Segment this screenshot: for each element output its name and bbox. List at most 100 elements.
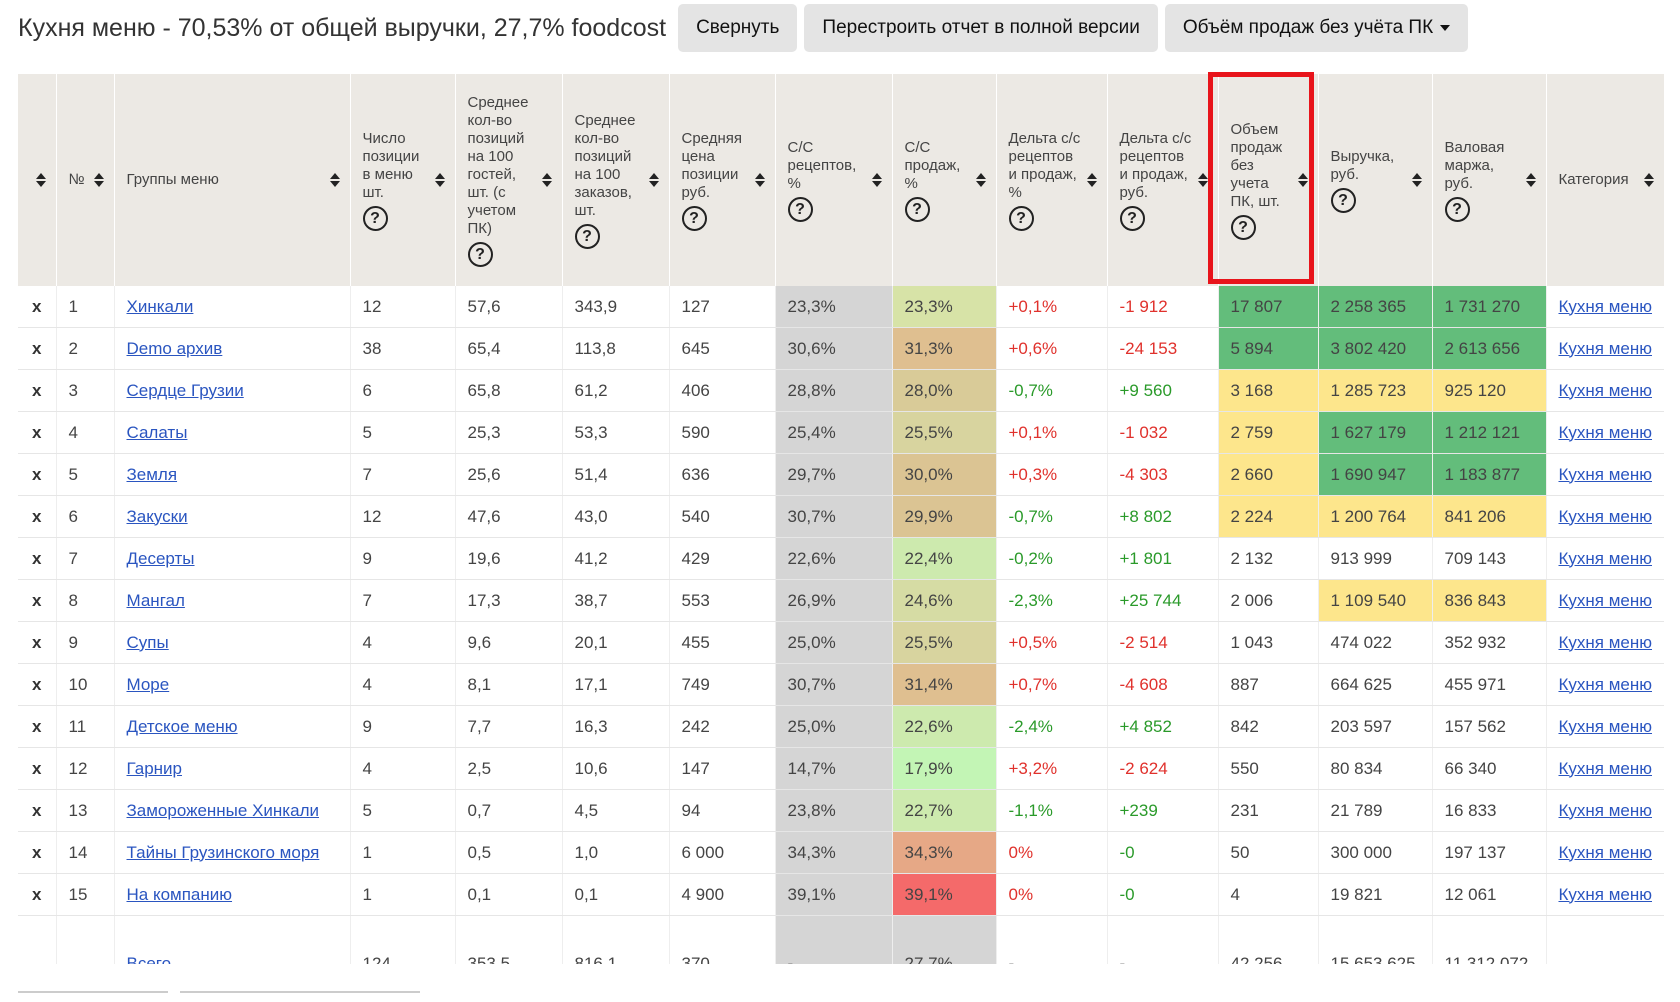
column-header-7[interactable]: С/С рецептов, %? bbox=[775, 74, 893, 286]
remove-row-button[interactable]: x bbox=[18, 327, 57, 370]
sort-icon[interactable] bbox=[329, 173, 340, 187]
remove-row-button[interactable]: x bbox=[18, 705, 57, 748]
cell-rev: 1 285 723 bbox=[1318, 369, 1433, 412]
group-link[interactable]: Десерты bbox=[126, 548, 195, 568]
group-link[interactable]: Супы bbox=[126, 632, 169, 652]
sort-icon[interactable] bbox=[1411, 173, 1422, 187]
sort-icon[interactable] bbox=[648, 173, 659, 187]
help-icon[interactable]: ? bbox=[1008, 205, 1034, 231]
column-header-2[interactable]: Группы меню bbox=[114, 74, 351, 286]
volume-dropdown-label: Объём продаж без учёта ПК bbox=[1182, 17, 1434, 38]
column-header-12[interactable]: Выручка, руб.? bbox=[1318, 74, 1433, 286]
remove-row-button[interactable]: x bbox=[18, 286, 57, 328]
column-header-5[interactable]: Среднее кол-во позиций на 100 заказов, ш… bbox=[562, 74, 670, 286]
group-link[interactable]: Сердце Грузии bbox=[126, 380, 244, 400]
help-icon[interactable]: ? bbox=[1330, 187, 1356, 213]
group-link[interactable]: Детское меню bbox=[126, 716, 238, 736]
group-link[interactable]: Гарнир bbox=[126, 758, 183, 778]
sort-icon[interactable] bbox=[1525, 173, 1536, 187]
sort-icon[interactable] bbox=[1297, 173, 1308, 187]
remove-row-button[interactable]: x bbox=[18, 831, 57, 874]
remove-row-button[interactable]: x bbox=[18, 579, 57, 622]
sort-icon[interactable] bbox=[1086, 173, 1097, 187]
group-link[interactable]: Мангал bbox=[126, 590, 185, 610]
cell-count: 38 bbox=[350, 327, 456, 370]
remove-row-button[interactable]: x bbox=[18, 369, 57, 412]
help-icon[interactable]: ? bbox=[574, 223, 600, 249]
category-link[interactable]: Кухня меню bbox=[1558, 800, 1653, 820]
cell-group: Замороженные Хинкали bbox=[114, 789, 351, 832]
help-icon[interactable]: ? bbox=[1119, 205, 1145, 231]
sort-icon[interactable] bbox=[871, 173, 882, 187]
sort-icon[interactable] bbox=[541, 173, 552, 187]
column-header-13[interactable]: Валовая маржа, руб.? bbox=[1432, 74, 1547, 286]
sort-icon[interactable] bbox=[93, 173, 104, 187]
cell-price: 749 bbox=[669, 663, 776, 706]
remove-row-button[interactable]: x bbox=[18, 537, 57, 580]
help-icon[interactable]: ? bbox=[467, 241, 493, 267]
group-link[interactable]: Замороженные Хинкали bbox=[126, 800, 320, 820]
help-icon[interactable]: ? bbox=[681, 205, 707, 231]
category-link[interactable]: Кухня меню bbox=[1558, 338, 1653, 358]
column-header-0[interactable] bbox=[18, 74, 57, 286]
help-icon[interactable]: ? bbox=[1444, 196, 1470, 222]
column-header-4[interactable]: Среднее кол-во позиций на 100 гостей, шт… bbox=[455, 74, 563, 286]
collapse-button[interactable]: Свернуть bbox=[678, 4, 798, 52]
column-header-9[interactable]: Дельта с/с рецептов и продаж, %? bbox=[996, 74, 1108, 286]
column-header-11[interactable]: Объем продаж без учета ПК, шт.? bbox=[1218, 74, 1319, 286]
column-header-10[interactable]: Дельта с/с рецептов и продаж, руб.? bbox=[1107, 74, 1219, 286]
group-link[interactable]: Demo архив bbox=[126, 338, 223, 358]
remove-row-button[interactable]: x bbox=[18, 495, 57, 538]
category-link[interactable]: Кухня меню bbox=[1558, 380, 1653, 400]
remove-row-button[interactable]: x bbox=[18, 747, 57, 790]
category-link[interactable]: Кухня меню bbox=[1558, 548, 1653, 568]
column-header-6[interactable]: Средняя цена позиции руб.? bbox=[669, 74, 776, 286]
column-header-3[interactable]: Число позиции в меню шт.? bbox=[350, 74, 456, 286]
sort-icon[interactable] bbox=[975, 173, 986, 187]
column-header-8[interactable]: С/С продаж, %? bbox=[892, 74, 997, 286]
cell-vol: 3 168 bbox=[1218, 369, 1319, 412]
cell-per100g: 8,1 bbox=[455, 663, 563, 706]
remove-row-button[interactable]: x bbox=[18, 663, 57, 706]
group-link[interactable]: Земля bbox=[126, 464, 178, 484]
category-link[interactable]: Кухня меню bbox=[1558, 842, 1653, 862]
help-icon[interactable]: ? bbox=[904, 196, 930, 222]
category-link[interactable]: Кухня меню bbox=[1558, 296, 1653, 316]
cell-count: 5 bbox=[350, 411, 456, 454]
remove-row-button[interactable]: x bbox=[18, 789, 57, 832]
rebuild-report-button[interactable]: Перестроить отчет в полной версии bbox=[804, 4, 1158, 52]
group-link[interactable]: Хинкали bbox=[126, 296, 194, 316]
category-link[interactable]: Кухня меню bbox=[1558, 590, 1653, 610]
remove-row-button[interactable]: x bbox=[18, 453, 57, 496]
help-icon[interactable]: ? bbox=[787, 196, 813, 222]
category-link[interactable]: Кухня меню bbox=[1558, 632, 1653, 652]
category-link[interactable]: Кухня меню bbox=[1558, 758, 1653, 778]
sort-icon[interactable] bbox=[754, 173, 765, 187]
category-link[interactable]: Кухня меню bbox=[1558, 422, 1653, 442]
category-link[interactable]: Кухня меню bbox=[1558, 464, 1653, 484]
sort-icon[interactable] bbox=[434, 173, 445, 187]
group-link[interactable]: Тайны Грузинского моря bbox=[126, 842, 320, 862]
column-header-label: Группы меню bbox=[126, 171, 219, 188]
help-icon[interactable]: ? bbox=[362, 205, 388, 231]
column-header-14[interactable]: Категория bbox=[1546, 74, 1664, 286]
group-link[interactable]: Всего bbox=[126, 954, 172, 964]
help-icon[interactable]: ? bbox=[1230, 214, 1256, 240]
sort-icon[interactable] bbox=[35, 173, 46, 187]
volume-dropdown-button[interactable]: Объём продаж без учёта ПК bbox=[1164, 4, 1469, 52]
category-link[interactable]: Кухня меню bbox=[1558, 506, 1653, 526]
sort-icon[interactable] bbox=[1197, 173, 1208, 187]
category-link[interactable]: Кухня меню bbox=[1558, 674, 1653, 694]
group-link[interactable]: На компанию bbox=[126, 884, 233, 904]
category-link[interactable]: Кухня меню bbox=[1558, 716, 1653, 736]
cell-per100g: 25,3 bbox=[455, 411, 563, 454]
group-link[interactable]: Закуски bbox=[126, 506, 188, 526]
sort-icon[interactable] bbox=[1643, 173, 1654, 187]
group-link[interactable]: Салаты bbox=[126, 422, 188, 442]
remove-row-button[interactable]: x bbox=[18, 873, 57, 916]
category-link[interactable]: Кухня меню bbox=[1558, 884, 1653, 904]
column-header-1[interactable]: № bbox=[56, 74, 115, 286]
remove-row-button[interactable]: x bbox=[18, 411, 57, 454]
remove-row-button[interactable]: x bbox=[18, 621, 57, 664]
group-link[interactable]: Море bbox=[126, 674, 170, 694]
